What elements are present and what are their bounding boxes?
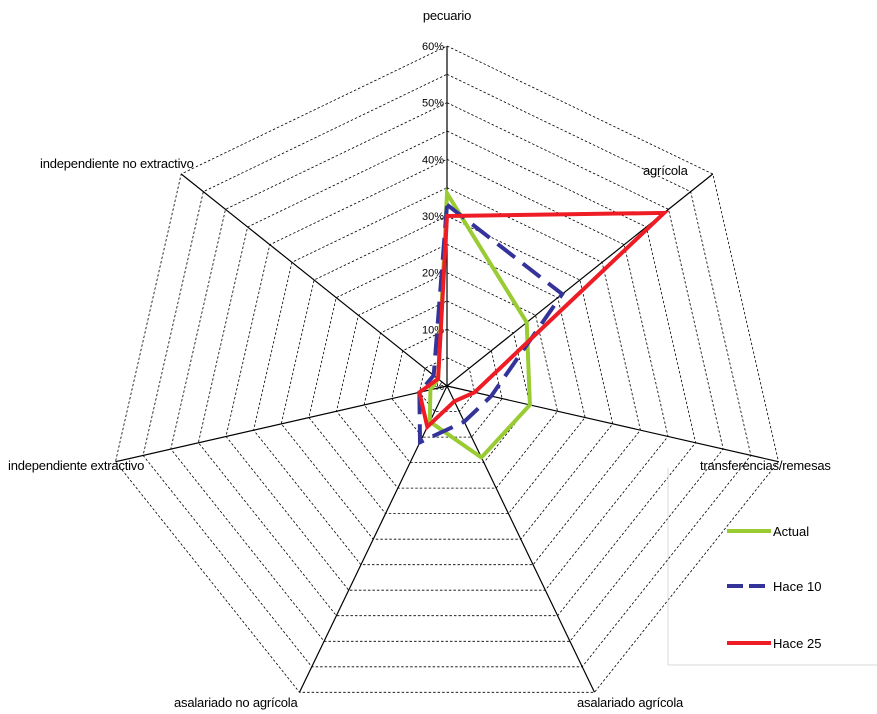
grid-ring-12 xyxy=(115,45,779,693)
grid-ring-1 xyxy=(418,357,476,412)
legend-label-0: Actual xyxy=(773,524,809,539)
axis-label-2: transferencias/remesas xyxy=(700,458,831,473)
tick-label-2: 20% xyxy=(422,268,444,280)
grid-ring-6 xyxy=(280,215,614,540)
axis-labels: pecuario agrícola transferencias/remesas as… xyxy=(8,8,832,710)
grid-ring-9 xyxy=(197,130,697,617)
spoke-4 xyxy=(298,385,448,693)
axis-label-4: asalariado no agrícola xyxy=(174,695,298,710)
tick-label-5: 50% xyxy=(422,98,444,110)
grid-ring-3 xyxy=(363,300,531,464)
axis-label-5: independiente extractivo xyxy=(8,458,144,473)
tick-label-4: 40% xyxy=(422,154,444,166)
grid-ring-7 xyxy=(253,187,641,566)
axis-label-0: pecuario xyxy=(423,8,471,23)
series-hace-10 xyxy=(417,200,565,446)
grid-ring-2 xyxy=(391,328,503,438)
axis-label-3: asalariado agrícola xyxy=(577,695,684,710)
series-hace-25 xyxy=(417,210,670,431)
tick-label-6: 60% xyxy=(422,41,444,53)
data-series xyxy=(417,186,670,461)
spoke-3 xyxy=(446,385,596,693)
spoke-5 xyxy=(115,385,448,463)
grid-ring-10 xyxy=(170,102,724,642)
spoke-6 xyxy=(180,173,448,387)
radar-spokes xyxy=(115,46,779,693)
spoke-1 xyxy=(446,173,714,387)
legend: Actual Hace 10 Hace 25 xyxy=(667,468,877,666)
tick-label-3: 30% xyxy=(422,211,444,223)
axis-label-6: independiente no extractivo xyxy=(40,156,194,171)
legend-label-2: Hace 25 xyxy=(773,636,821,651)
grid-ring-11 xyxy=(142,73,752,668)
spoke-2 xyxy=(446,385,779,463)
legend-label-1: Hace 10 xyxy=(773,579,821,594)
radar-grid xyxy=(115,45,779,693)
axis-label-1: agrícola xyxy=(643,163,689,178)
grid-ring-5 xyxy=(308,243,586,514)
